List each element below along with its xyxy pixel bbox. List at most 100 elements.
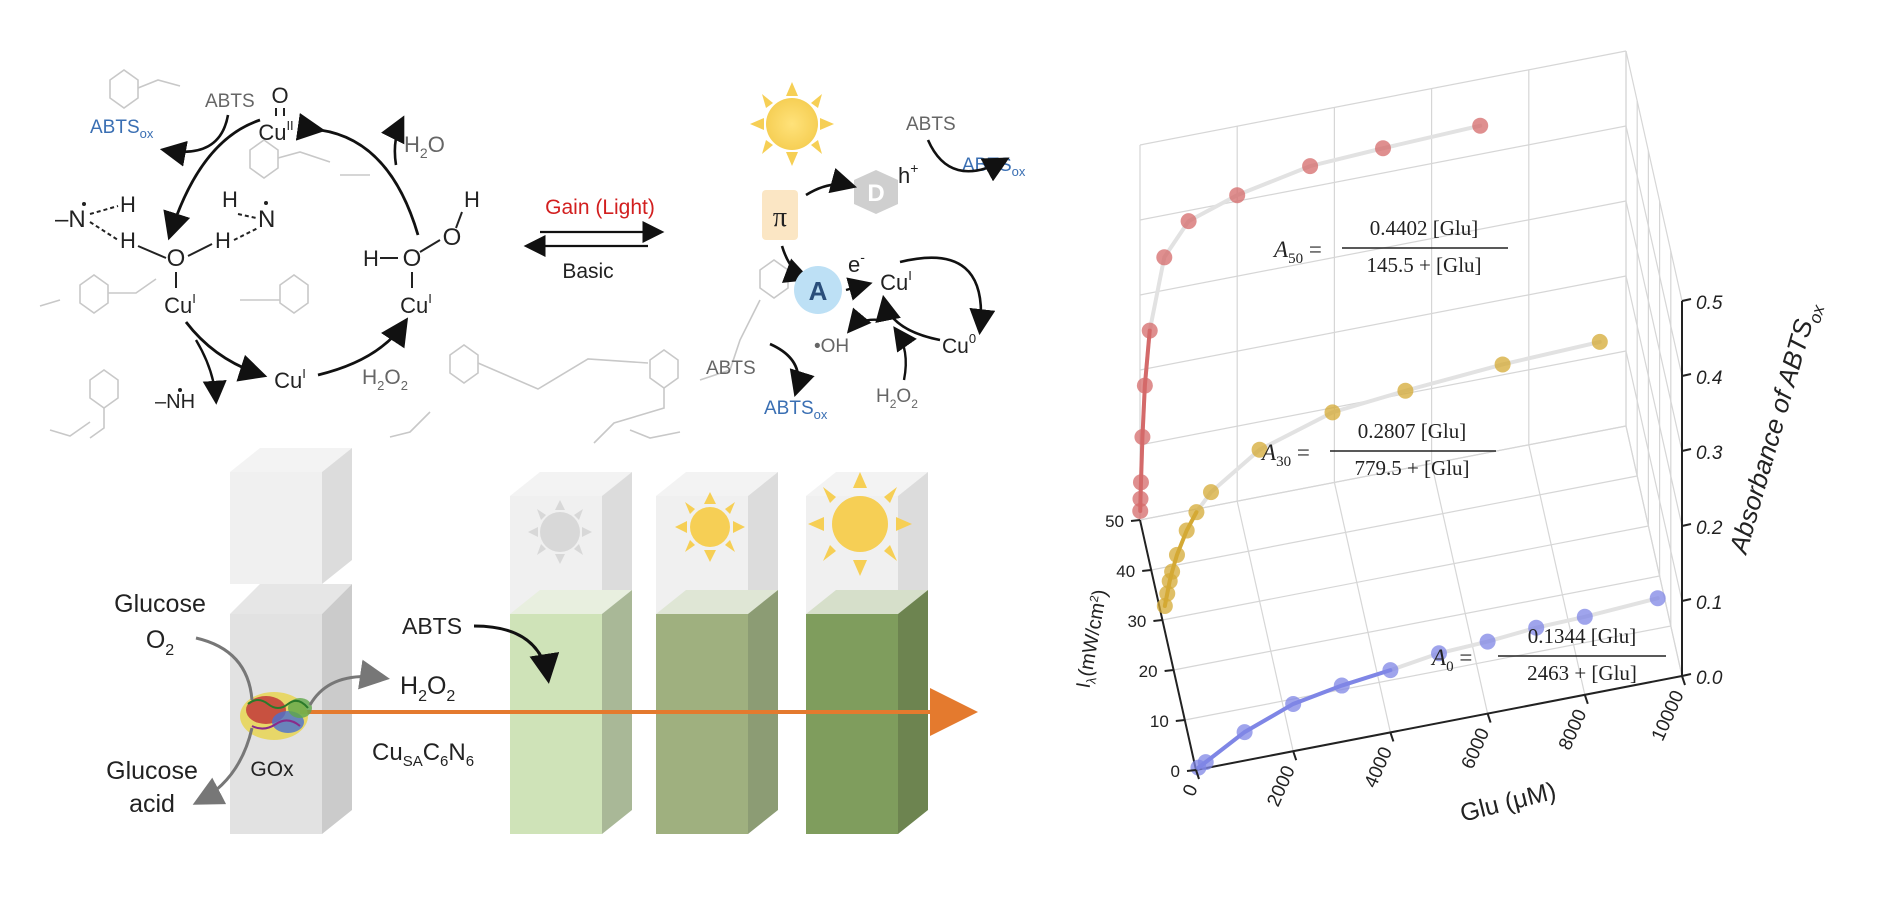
o-atom-peroxo-1: O xyxy=(403,245,422,272)
side-wall-gridline-z xyxy=(1625,350,1683,602)
series-1-point xyxy=(1164,563,1181,580)
y-tick-mark xyxy=(1130,519,1141,522)
floor-gridline-x xyxy=(1333,482,1391,733)
side-wall-gridline-z xyxy=(1625,125,1683,377)
cuvette-assay: Glucose O2 Glucose acid GOx ABTS H2O2 Cu… xyxy=(106,448,978,834)
series-2-point xyxy=(1136,377,1153,394)
z-tick-label: 0.4 xyxy=(1696,368,1722,389)
h-atom-2: H xyxy=(120,228,136,253)
h2o-label-top: H2O xyxy=(404,132,445,161)
equation-a50-lhs: A50 = xyxy=(1272,237,1322,267)
o-atom-left: O xyxy=(167,245,186,272)
x-tick-label: 10000 xyxy=(1648,687,1689,744)
series-1-point xyxy=(1251,441,1268,458)
abts-label-top-left: ABTS xyxy=(205,91,255,112)
pi-label: π xyxy=(773,202,787,233)
x-tick-label: 4000 xyxy=(1361,744,1397,791)
h-atom-3: H xyxy=(215,228,231,253)
cycle-arrow-right xyxy=(295,112,420,236)
y-tick-mark xyxy=(1186,769,1197,772)
z-tick-mark xyxy=(1681,373,1692,377)
nh-label: –NH xyxy=(155,391,195,413)
equation-a30-numerator: 0.2807 [Glu] xyxy=(1358,419,1467,443)
y-tick-label: 10 xyxy=(1150,712,1169,731)
side-wall-gridline-z xyxy=(1625,50,1683,302)
light-cycle-scheme: ABTS ABTSox D h+ π A e- CuI Cu0 •OH ABTS… xyxy=(706,82,1026,422)
series-0-point xyxy=(1576,608,1593,625)
side-wall-gridline-z xyxy=(1625,275,1683,527)
series-connector-2 xyxy=(1138,123,1483,513)
series-2-point xyxy=(1229,187,1246,204)
gox-label: GOx xyxy=(250,758,294,781)
x-tick-label: 8000 xyxy=(1555,706,1591,753)
y-tick-label: 0 xyxy=(1171,762,1180,781)
cycle-arrow-bottom-right xyxy=(317,317,409,377)
cu-i-bottom-label: CuI xyxy=(274,366,306,393)
series-0-point xyxy=(1479,633,1496,650)
glucose-acid-label-1: Glucose xyxy=(106,757,198,785)
abtsox-label-bottom: ABTSox xyxy=(764,398,828,422)
series-1-point xyxy=(1156,598,1173,615)
x-tick-mark xyxy=(1681,675,1686,686)
series-1-point xyxy=(1591,333,1608,350)
gain-light-label: Gain (Light) xyxy=(545,196,655,219)
z-axis-label: Absorbance of ABTSox xyxy=(1723,298,1829,560)
series-1-point xyxy=(1188,504,1205,521)
floor-gridline-x xyxy=(1528,444,1586,695)
h2o2-out-arrow xyxy=(308,659,390,706)
y-tick-label: 30 xyxy=(1127,612,1146,631)
acceptor-label: A xyxy=(809,276,828,306)
series-1-point xyxy=(1203,484,1219,501)
equation-a50: A50 = 0.4402 [Glu] 145.5 + [Glu] xyxy=(1272,216,1508,277)
series-2-point xyxy=(1375,140,1391,157)
series-1-point xyxy=(1178,522,1195,539)
dark-cycle-scheme: ABTS ABTSox O CuII H2O –N H H O H H N Cu… xyxy=(55,83,480,413)
abts-oxidation-arrow-right xyxy=(926,139,1010,182)
o-atom-peroxo-2: O xyxy=(443,224,462,251)
series-2-point xyxy=(1156,249,1173,266)
sun-icon-large xyxy=(808,472,912,576)
abts-label-mid: ABTS xyxy=(706,358,756,379)
z-tick-label: 0.3 xyxy=(1696,443,1723,464)
glucose-in-arrow xyxy=(195,636,254,701)
x-tick-mark xyxy=(1195,769,1200,780)
series-1-point xyxy=(1397,382,1414,399)
y-tick-label: 50 xyxy=(1105,512,1124,531)
floor-gridline-y xyxy=(1162,525,1649,621)
glucose-acid-label-2: acid xyxy=(129,790,175,818)
h-atom-1: H xyxy=(120,192,136,217)
x-tick-label: 6000 xyxy=(1458,725,1494,772)
equilibrium-arrows: Gain (Light) Basic xyxy=(523,196,665,283)
side-wall-gridline-z xyxy=(1625,425,1683,677)
x-axis-line xyxy=(1195,675,1683,771)
x-tick-mark xyxy=(1583,694,1589,705)
series-0-point xyxy=(1528,619,1545,636)
series-1-point xyxy=(1324,404,1341,421)
y-axis-line xyxy=(1139,519,1197,771)
h2o2-label-cuvette: H2O2 xyxy=(400,672,455,705)
back-wall-gridline-z xyxy=(1139,425,1627,521)
series-1-point xyxy=(1494,356,1511,373)
z-tick-mark xyxy=(1681,673,1692,677)
series-0-point xyxy=(1333,677,1350,694)
donor-label: D xyxy=(867,180,884,207)
equation-a50-denominator: 145.5 + [Glu] xyxy=(1366,253,1481,277)
cu0-label: Cu0 xyxy=(942,331,976,358)
h-atom-4: H xyxy=(222,187,238,212)
equation-a0-denominator: 2463 + [Glu] xyxy=(1527,661,1637,685)
series-2-point xyxy=(1132,474,1149,491)
hole-label: h+ xyxy=(898,160,918,188)
back-wall-gridline-z xyxy=(1139,275,1627,371)
o-atom-cu-ii: O xyxy=(271,83,288,108)
h-atom-6: H xyxy=(464,187,480,212)
x-tick-mark xyxy=(1389,732,1395,742)
background-framework-sketch xyxy=(39,69,789,444)
cu-i-right-label: CuI xyxy=(400,291,432,318)
equation-a0-numerator: 0.1344 [Glu] xyxy=(1528,624,1637,648)
y-tick-mark xyxy=(1142,569,1152,572)
series-2-point xyxy=(1180,213,1197,230)
equation-a30: A30 = 0.2807 [Glu] 779.5 + [Glu] xyxy=(1260,419,1496,480)
series-0-point xyxy=(1236,724,1253,741)
series-1-point xyxy=(1159,585,1176,602)
